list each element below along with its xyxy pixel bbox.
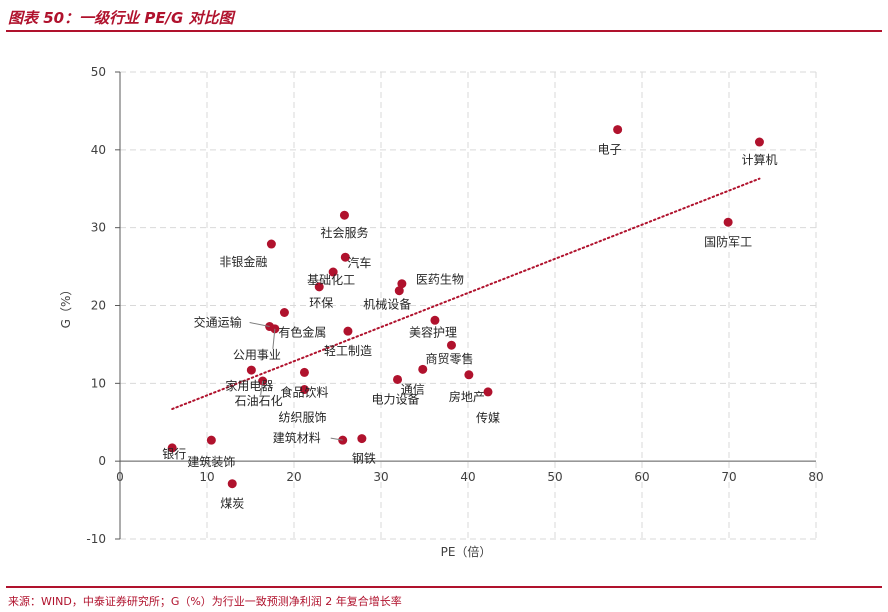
point-label: 美容护理 [409,324,457,339]
data-point [343,326,353,336]
data-point [723,217,733,227]
point-label: 石油石化 [235,394,283,408]
data-point [266,239,276,249]
data-point [279,308,289,318]
data-point [754,137,764,147]
leader-line [330,437,343,441]
y-tick-label: 10 [91,376,106,390]
point-label: 社会服务 [320,225,368,240]
data-point [483,387,493,397]
y-tick-label: -10 [86,532,106,546]
data-point [339,210,349,220]
point-label: 计算机 [741,152,777,167]
leader-line [249,322,270,328]
x-tick-label: 20 [286,470,301,484]
data-point [357,434,367,444]
leader-line [272,328,276,349]
x-tick-label: 60 [634,470,649,484]
x-axis-label: PE（倍） [441,544,492,559]
point-label: 传媒 [476,410,500,425]
data-point [299,367,309,377]
figure-title: 图表 50：一级行业 PE/G 对比图 [8,9,234,27]
point-label: 通信 [401,382,425,396]
data-point [394,286,404,296]
data-point [299,385,309,395]
data-point [227,479,237,489]
point-label: 轻工制造 [324,344,372,358]
trendline [171,177,761,411]
point-label: 建筑装饰 [187,454,235,469]
data-point [167,443,177,453]
point-label: 钢铁 [352,452,376,466]
data-point [340,252,350,262]
point-label: 公用事业 [233,348,281,362]
point-label: 建筑材料 [273,430,321,445]
leader-line [260,380,264,396]
figure-title-bar: 图表 50：一级行业 PE/G 对比图 [6,4,882,32]
point-label: 煤炭 [220,497,244,511]
point-label: 商贸零售 [425,351,473,366]
point-label: 医药生物 [416,273,464,287]
data-point [446,340,456,350]
point-label: 环保 [309,296,333,310]
trendline-group [171,177,761,411]
x-tick-label: 10 [199,470,214,484]
data-point [393,374,403,384]
data-point [397,279,407,289]
source-note: 来源：WIND，中泰证券研究所；G（%）为行业一致预测净利润 2 年复合增长率 [8,595,402,608]
y-tick-label: 30 [91,221,106,235]
point-label: 非银金融 [219,254,267,269]
x-tick-label: 80 [808,470,823,484]
x-tick-label: 50 [547,470,562,484]
y-tick-label: 50 [91,65,106,79]
point-label: 有色金属 [278,325,326,340]
point-label: 电力设备 [372,392,420,406]
y-axis-label: G（%） [59,284,73,329]
data-point [206,435,216,445]
data-point [246,365,256,375]
source-note-bar: 来源：WIND，中泰证券研究所；G（%）为行业一致预测净利润 2 年复合增长率 [6,586,882,610]
data-point [430,315,440,325]
point-label: 汽车 [347,255,371,270]
point-label: 机械设备 [363,297,411,312]
point-label: 交通运输 [194,315,242,330]
point-label: 房地产 [449,389,485,404]
x-tick-label: 40 [460,470,475,484]
data-point [613,125,623,135]
point-label: 银行 [162,447,186,461]
point-label: 国防军工 [704,234,752,249]
point-label: 食品饮料 [280,384,328,399]
data-point [314,282,324,292]
y-tick-label: 0 [98,454,106,468]
x-tick-label: 30 [373,470,388,484]
y-tick-label: 20 [91,299,106,313]
data-point [464,370,474,380]
point-label: 家用电器 [225,378,273,393]
point-label: 基础化工 [307,273,355,287]
point-label: 电子 [598,143,622,157]
x-tick-label: 70 [721,470,736,484]
y-tick-label: 40 [91,143,106,157]
points-group [167,125,764,489]
point-label: 纺织服饰 [278,411,326,425]
data-point [418,364,428,374]
data-point [328,267,338,277]
